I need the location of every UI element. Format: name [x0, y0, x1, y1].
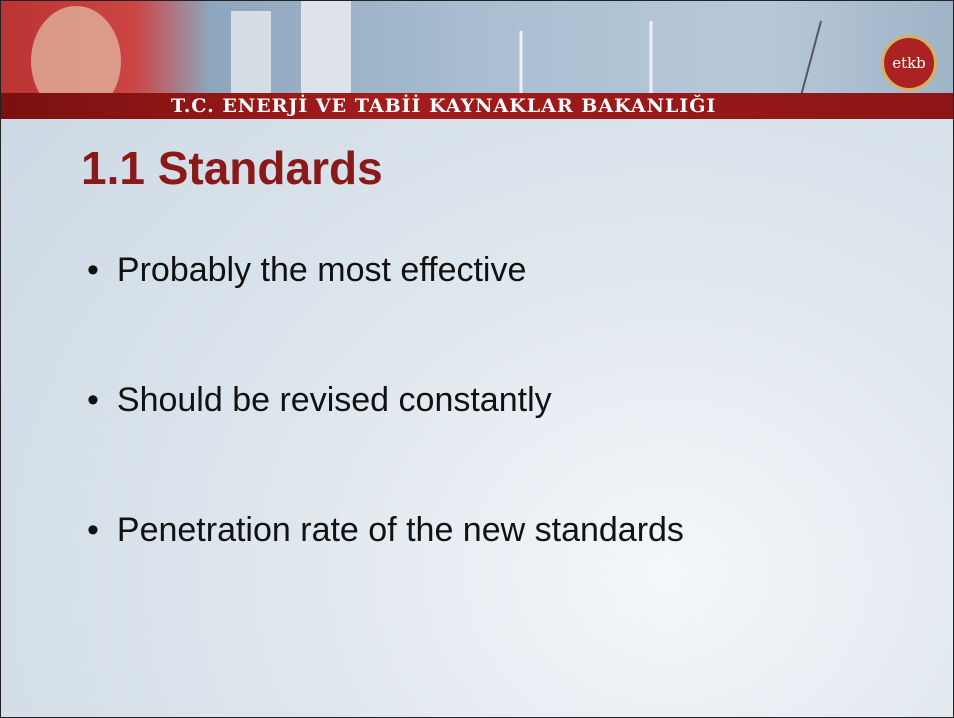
- bullet: Penetration rate of the new standards: [87, 511, 684, 550]
- logo: etkb: [881, 35, 937, 91]
- ministry-name: T.C. ENERJİ VE TABİİ KAYNAKLAR BAKANLIĞI: [171, 95, 717, 117]
- bullet: Should be revised constantly: [87, 381, 684, 420]
- ministry-band: [1, 93, 953, 119]
- bullet-list: Probably the most effective Should be re…: [87, 251, 684, 641]
- slide-title: 1.1 Standards: [81, 142, 383, 194]
- banner-art: [31, 1, 822, 116]
- bullet: Probably the most effective: [87, 251, 684, 290]
